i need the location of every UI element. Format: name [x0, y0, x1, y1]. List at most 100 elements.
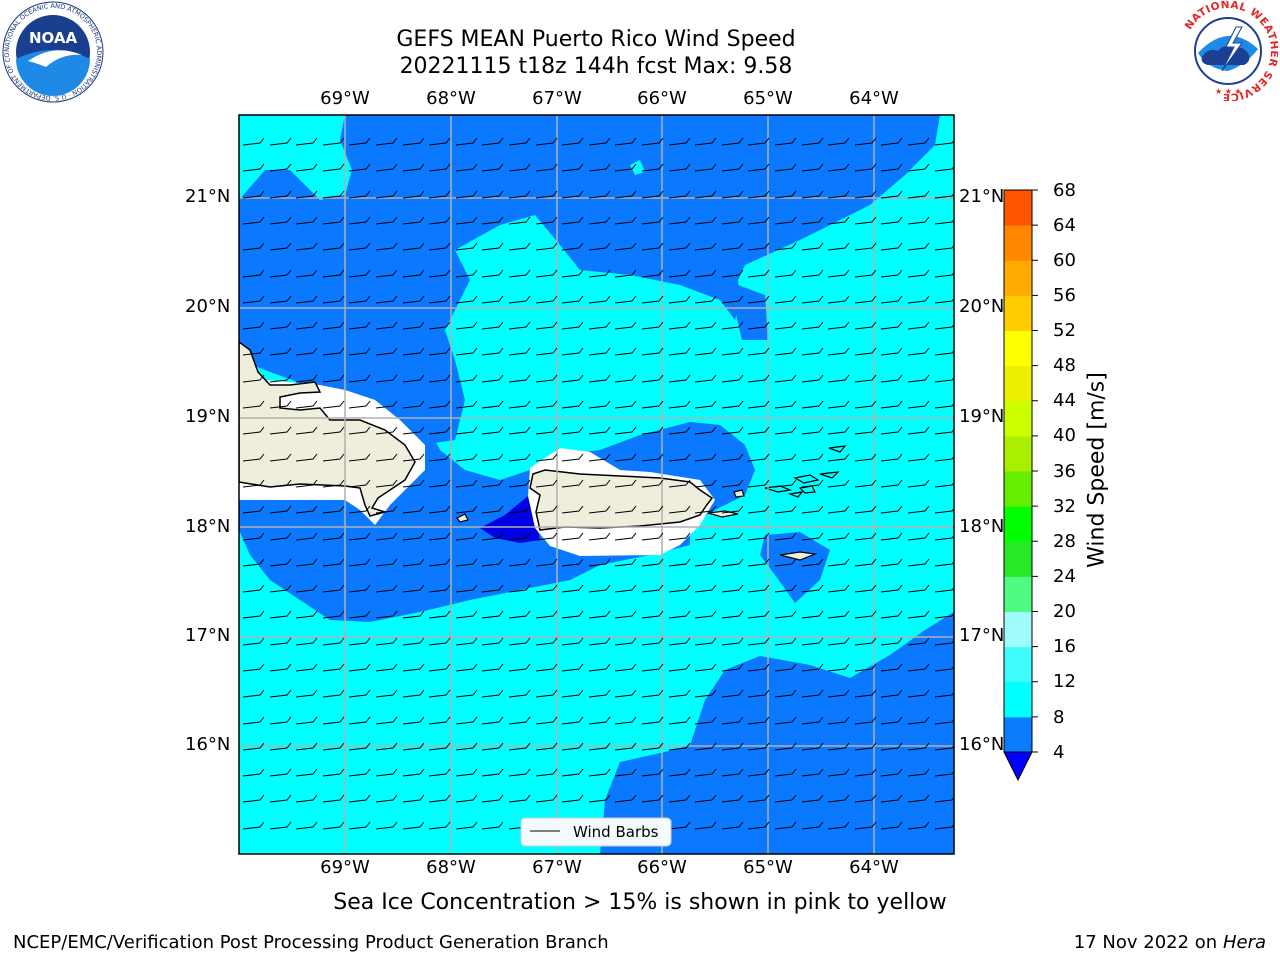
wind-barb	[402, 610, 425, 619]
wind-barb	[322, 505, 345, 514]
colorbar-segment	[1004, 365, 1032, 402]
wind-barb	[721, 505, 744, 514]
wind-barb	[508, 137, 531, 146]
wind-barb	[854, 321, 877, 330]
wind-barb	[721, 610, 744, 619]
gridlines	[239, 115, 954, 854]
wind-barb	[269, 216, 292, 225]
wind-barb	[880, 479, 903, 488]
wind-barb	[535, 584, 558, 593]
wind-barb	[269, 532, 292, 541]
wind-barb	[269, 479, 292, 488]
wind-barb	[375, 137, 398, 146]
wind-barb	[907, 321, 930, 330]
wind-barb	[907, 505, 930, 514]
wind-barb	[721, 190, 744, 199]
wind-barb	[614, 269, 637, 278]
wind-barb	[614, 190, 637, 199]
wind-barb	[428, 242, 451, 251]
wind-barb	[269, 663, 292, 672]
wind-barb	[269, 610, 292, 619]
wind-barb	[561, 374, 584, 383]
lon-label-bottom: 67°W	[532, 857, 582, 878]
wind-barb	[535, 269, 558, 278]
wind-barb	[481, 163, 504, 172]
wind-barb	[854, 190, 877, 199]
wind-barb	[348, 716, 371, 725]
wind-barb	[801, 479, 824, 488]
wind-barb	[907, 584, 930, 593]
colorbar-tick: 68	[1053, 180, 1076, 201]
land-hispaniola	[239, 341, 416, 517]
wind-barb	[322, 637, 345, 646]
wind-barb	[269, 426, 292, 435]
wind-barb	[774, 532, 797, 541]
wind-barb	[641, 742, 664, 751]
wind-barb	[455, 610, 478, 619]
wind-barb	[455, 558, 478, 567]
wind-barb	[774, 190, 797, 199]
wind-barb	[348, 216, 371, 225]
wind-barb	[508, 163, 531, 172]
wind-barb	[907, 716, 930, 725]
wind-barb	[269, 295, 292, 304]
wind-barb	[535, 768, 558, 777]
wind-barb	[641, 558, 664, 567]
wind-barb	[668, 716, 691, 725]
wind-barb	[535, 637, 558, 646]
wind-barb	[455, 426, 478, 435]
wind-barb	[907, 347, 930, 356]
wind-barb	[641, 532, 664, 541]
wind-barb	[508, 479, 531, 488]
wind-barb	[827, 347, 850, 356]
speed-region-below-4	[480, 496, 540, 543]
wind-barb	[508, 295, 531, 304]
wind-barb	[907, 295, 930, 304]
wind-barb	[455, 216, 478, 225]
wind-barb	[614, 163, 637, 172]
wind-barb	[561, 216, 584, 225]
wind-barb	[535, 532, 558, 541]
wind-barb	[747, 216, 770, 225]
wind-barb	[561, 584, 584, 593]
wind-barb	[242, 137, 265, 146]
wind-barb	[561, 163, 584, 172]
wind-barb	[455, 400, 478, 409]
wind-barb	[934, 718, 954, 725]
wind-barb	[508, 663, 531, 672]
wind-barb	[269, 768, 292, 777]
machine-name: Hera	[1222, 932, 1266, 953]
wind-barb	[588, 584, 611, 593]
wind-barb	[880, 347, 903, 356]
wind-barb	[614, 637, 637, 646]
wind-barb	[455, 479, 478, 488]
wind-barb	[481, 689, 504, 698]
wind-barb	[481, 453, 504, 462]
wind-barb	[774, 610, 797, 619]
wind-barb	[747, 374, 770, 383]
wind-barb	[854, 610, 877, 619]
wind-barb	[402, 479, 425, 488]
wind-barb	[375, 400, 398, 409]
wind-barb	[827, 242, 850, 251]
wind-barb	[588, 453, 611, 462]
wind-barb	[614, 768, 637, 777]
wind-barb	[561, 321, 584, 330]
lon-label-top: 64°W	[849, 88, 899, 109]
wind-barb	[561, 190, 584, 199]
wind-barb	[588, 426, 611, 435]
wind-barb	[614, 532, 637, 541]
wind-barb	[907, 689, 930, 698]
wind-barb	[721, 663, 744, 672]
wind-barb	[907, 400, 930, 409]
wind-barb	[880, 453, 903, 462]
wind-barb	[774, 216, 797, 225]
wind-barb	[907, 190, 930, 199]
wind-barb	[641, 163, 664, 172]
wind-barb	[508, 794, 531, 803]
lon-label-top: 66°W	[637, 88, 687, 109]
wind-barb	[508, 347, 531, 356]
wind-barb	[428, 637, 451, 646]
wind-barb	[880, 295, 903, 304]
wind-barb	[561, 742, 584, 751]
